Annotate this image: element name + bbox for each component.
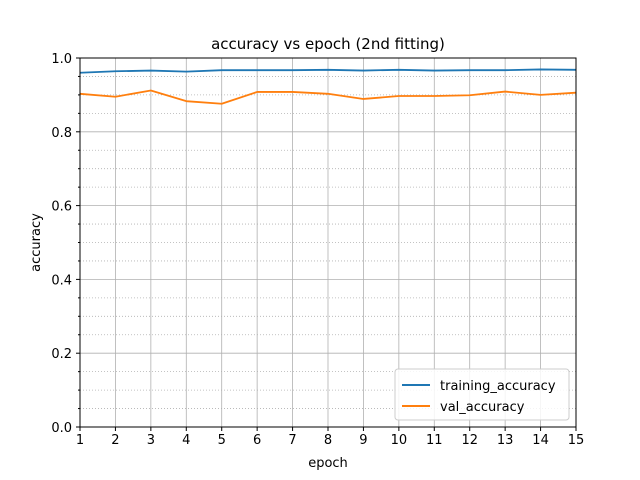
x-tick-label: 1 [76, 433, 84, 448]
x-tick-label: 5 [218, 433, 226, 448]
y-tick-label: 0.6 [51, 200, 72, 215]
x-tick-label: 7 [288, 433, 296, 448]
y-tick-label: 0.4 [51, 273, 72, 288]
legend: training_accuracy val_accuracy [394, 368, 570, 421]
x-tick-label: 2 [111, 433, 119, 448]
minor-gridlines [78, 75, 576, 410]
x-tick-label: 3 [147, 433, 155, 448]
legend-label-training-accuracy: training_accuracy [440, 379, 556, 394]
x-tick-label: 10 [391, 433, 408, 448]
y-tick-label: 0.0 [51, 421, 72, 436]
x-tick-label: 9 [359, 433, 367, 448]
x-tick-label: 11 [426, 433, 443, 448]
y-tick-label: 1.0 [51, 52, 72, 67]
series-lines [79, 68, 577, 105]
y-axis-ticks: 0.0 0.2 0.4 0.6 0.8 1.0 [51, 52, 80, 436]
legend-box [394, 368, 570, 421]
x-axis-ticks: 1 2 3 4 5 6 7 8 9 10 11 12 13 14 15 [76, 427, 584, 448]
x-tick-label: 8 [324, 433, 332, 448]
series-line-val-accuracy [79, 89, 577, 105]
x-tick-label: 4 [182, 433, 190, 448]
x-tick-label: 12 [461, 433, 478, 448]
series-line-training-accuracy [79, 68, 577, 74]
x-tick-label: 14 [532, 433, 549, 448]
legend-label-val-accuracy: val_accuracy [440, 400, 525, 415]
y-axis-label: accuracy [29, 213, 44, 272]
y-tick-label: 0.8 [51, 126, 72, 141]
x-tick-label: 13 [497, 433, 514, 448]
y-tick-label: 0.2 [51, 347, 72, 362]
x-tick-label: 6 [253, 433, 261, 448]
chart-title: accuracy vs epoch (2nd fitting) [211, 35, 445, 53]
x-axis-label: epoch [308, 456, 348, 471]
x-tick-label: 15 [568, 433, 585, 448]
